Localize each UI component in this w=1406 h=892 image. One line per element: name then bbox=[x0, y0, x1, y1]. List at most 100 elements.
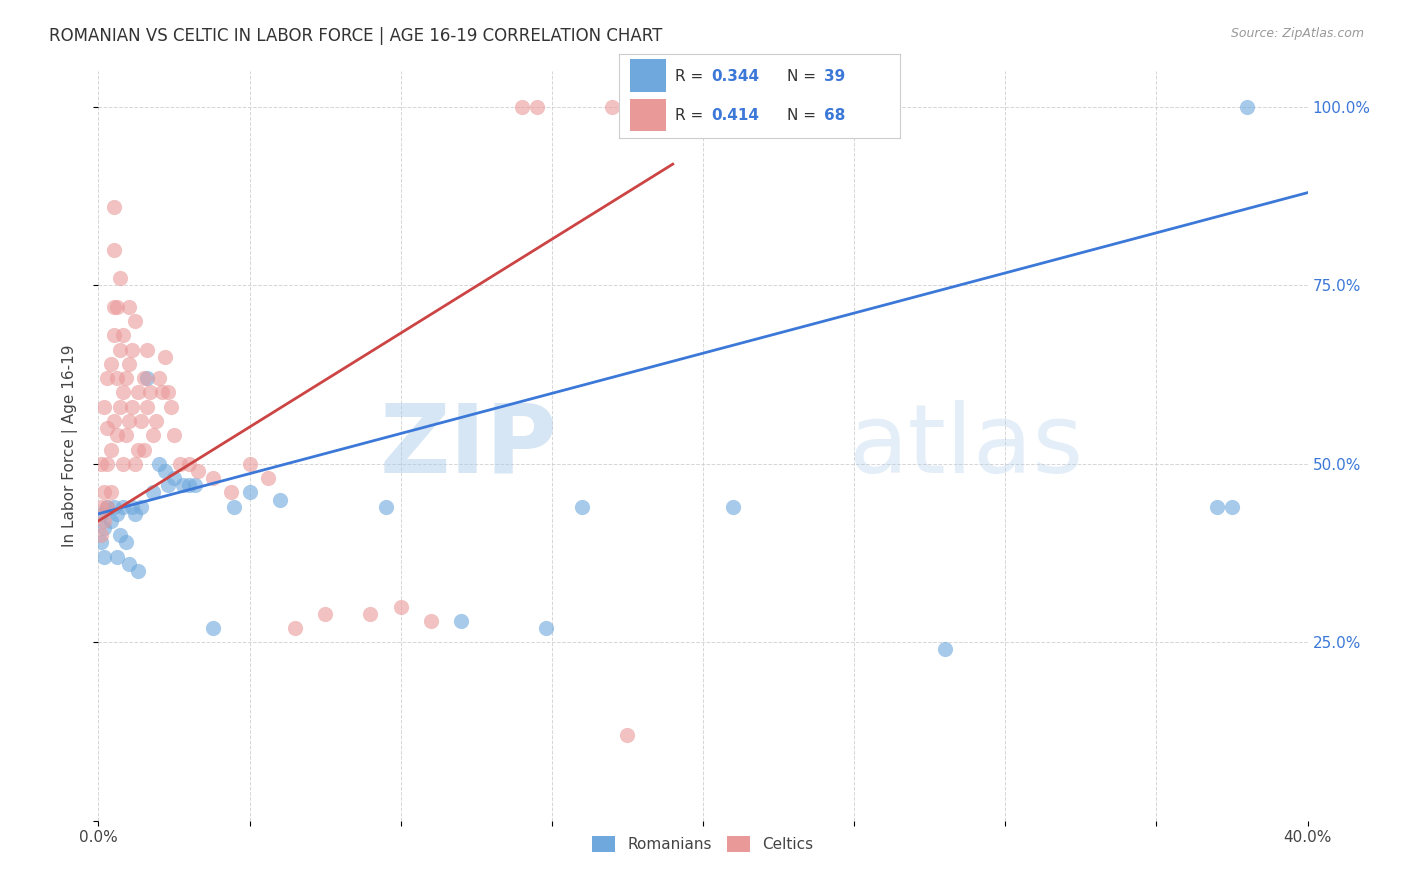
Point bbox=[105, 549, 128, 564]
Point bbox=[269, 492, 291, 507]
Point bbox=[90, 528, 112, 542]
Point bbox=[153, 464, 176, 478]
Point bbox=[108, 343, 131, 357]
Point bbox=[723, 500, 745, 514]
Point bbox=[142, 428, 165, 442]
Point bbox=[153, 350, 176, 364]
Point bbox=[108, 528, 131, 542]
Point bbox=[124, 314, 146, 328]
Point bbox=[148, 457, 170, 471]
Point bbox=[450, 614, 472, 628]
Point bbox=[132, 442, 155, 457]
Point bbox=[103, 200, 125, 214]
Point bbox=[96, 457, 118, 471]
Text: N =: N = bbox=[787, 108, 821, 123]
Point bbox=[616, 728, 638, 742]
Point bbox=[118, 300, 141, 314]
Point bbox=[114, 371, 136, 385]
Text: atlas: atlas bbox=[848, 400, 1083, 492]
Point bbox=[202, 471, 225, 485]
Point bbox=[389, 599, 412, 614]
Point bbox=[108, 271, 131, 285]
Point bbox=[374, 500, 396, 514]
Point bbox=[239, 457, 262, 471]
Point bbox=[118, 357, 141, 371]
Point bbox=[114, 535, 136, 549]
Point bbox=[100, 485, 122, 500]
Point bbox=[187, 464, 209, 478]
Point bbox=[114, 428, 136, 442]
Point bbox=[96, 500, 118, 514]
Point bbox=[111, 385, 134, 400]
Text: Source: ZipAtlas.com: Source: ZipAtlas.com bbox=[1230, 27, 1364, 40]
Point bbox=[420, 614, 443, 628]
Point bbox=[184, 478, 207, 492]
Point bbox=[526, 100, 548, 114]
Text: 39: 39 bbox=[824, 69, 845, 84]
Text: R =: R = bbox=[675, 69, 709, 84]
Point bbox=[132, 371, 155, 385]
Point bbox=[224, 500, 246, 514]
Point bbox=[127, 564, 149, 578]
Point bbox=[934, 642, 956, 657]
Text: ROMANIAN VS CELTIC IN LABOR FORCE | AGE 16-19 CORRELATION CHART: ROMANIAN VS CELTIC IN LABOR FORCE | AGE … bbox=[49, 27, 662, 45]
Point bbox=[127, 385, 149, 400]
Point bbox=[150, 385, 173, 400]
Point bbox=[163, 471, 186, 485]
Point bbox=[105, 507, 128, 521]
Point bbox=[135, 371, 157, 385]
Point bbox=[284, 621, 307, 635]
Point bbox=[93, 549, 115, 564]
Point bbox=[135, 343, 157, 357]
Point bbox=[239, 485, 262, 500]
Point bbox=[1206, 500, 1229, 514]
Point bbox=[156, 478, 179, 492]
Point bbox=[124, 457, 146, 471]
Point bbox=[118, 414, 141, 428]
Point bbox=[93, 400, 115, 414]
Point bbox=[93, 485, 115, 500]
Text: 68: 68 bbox=[824, 108, 845, 123]
Point bbox=[90, 500, 112, 514]
Point bbox=[179, 478, 201, 492]
Point bbox=[93, 521, 115, 535]
Point bbox=[121, 400, 143, 414]
Point bbox=[124, 507, 146, 521]
Point bbox=[360, 607, 382, 621]
Point bbox=[100, 357, 122, 371]
Point bbox=[221, 485, 243, 500]
Point bbox=[90, 535, 112, 549]
Point bbox=[90, 507, 112, 521]
Point bbox=[129, 414, 152, 428]
Point bbox=[103, 500, 125, 514]
Bar bbox=[630, 99, 666, 131]
Point bbox=[160, 400, 183, 414]
Y-axis label: In Labor Force | Age 16-19: In Labor Force | Age 16-19 bbox=[62, 344, 77, 548]
Point bbox=[148, 371, 170, 385]
Point bbox=[571, 500, 593, 514]
Point bbox=[202, 621, 225, 635]
Point bbox=[105, 428, 128, 442]
Point bbox=[135, 400, 157, 414]
Point bbox=[96, 421, 118, 435]
Point bbox=[103, 414, 125, 428]
Point bbox=[118, 557, 141, 571]
Point bbox=[127, 442, 149, 457]
Text: R =: R = bbox=[675, 108, 709, 123]
Text: ZIP: ZIP bbox=[380, 400, 558, 492]
Point bbox=[139, 385, 162, 400]
Point bbox=[100, 442, 122, 457]
Point bbox=[142, 485, 165, 500]
Point bbox=[93, 514, 115, 528]
Bar bbox=[630, 60, 666, 92]
Point bbox=[179, 457, 201, 471]
Point bbox=[108, 400, 131, 414]
Point bbox=[121, 343, 143, 357]
Point bbox=[111, 500, 134, 514]
Legend: Romanians, Celtics: Romanians, Celtics bbox=[586, 830, 820, 858]
Point bbox=[534, 621, 557, 635]
Point bbox=[96, 371, 118, 385]
Point bbox=[96, 500, 118, 514]
Point bbox=[602, 100, 624, 114]
Point bbox=[103, 243, 125, 257]
